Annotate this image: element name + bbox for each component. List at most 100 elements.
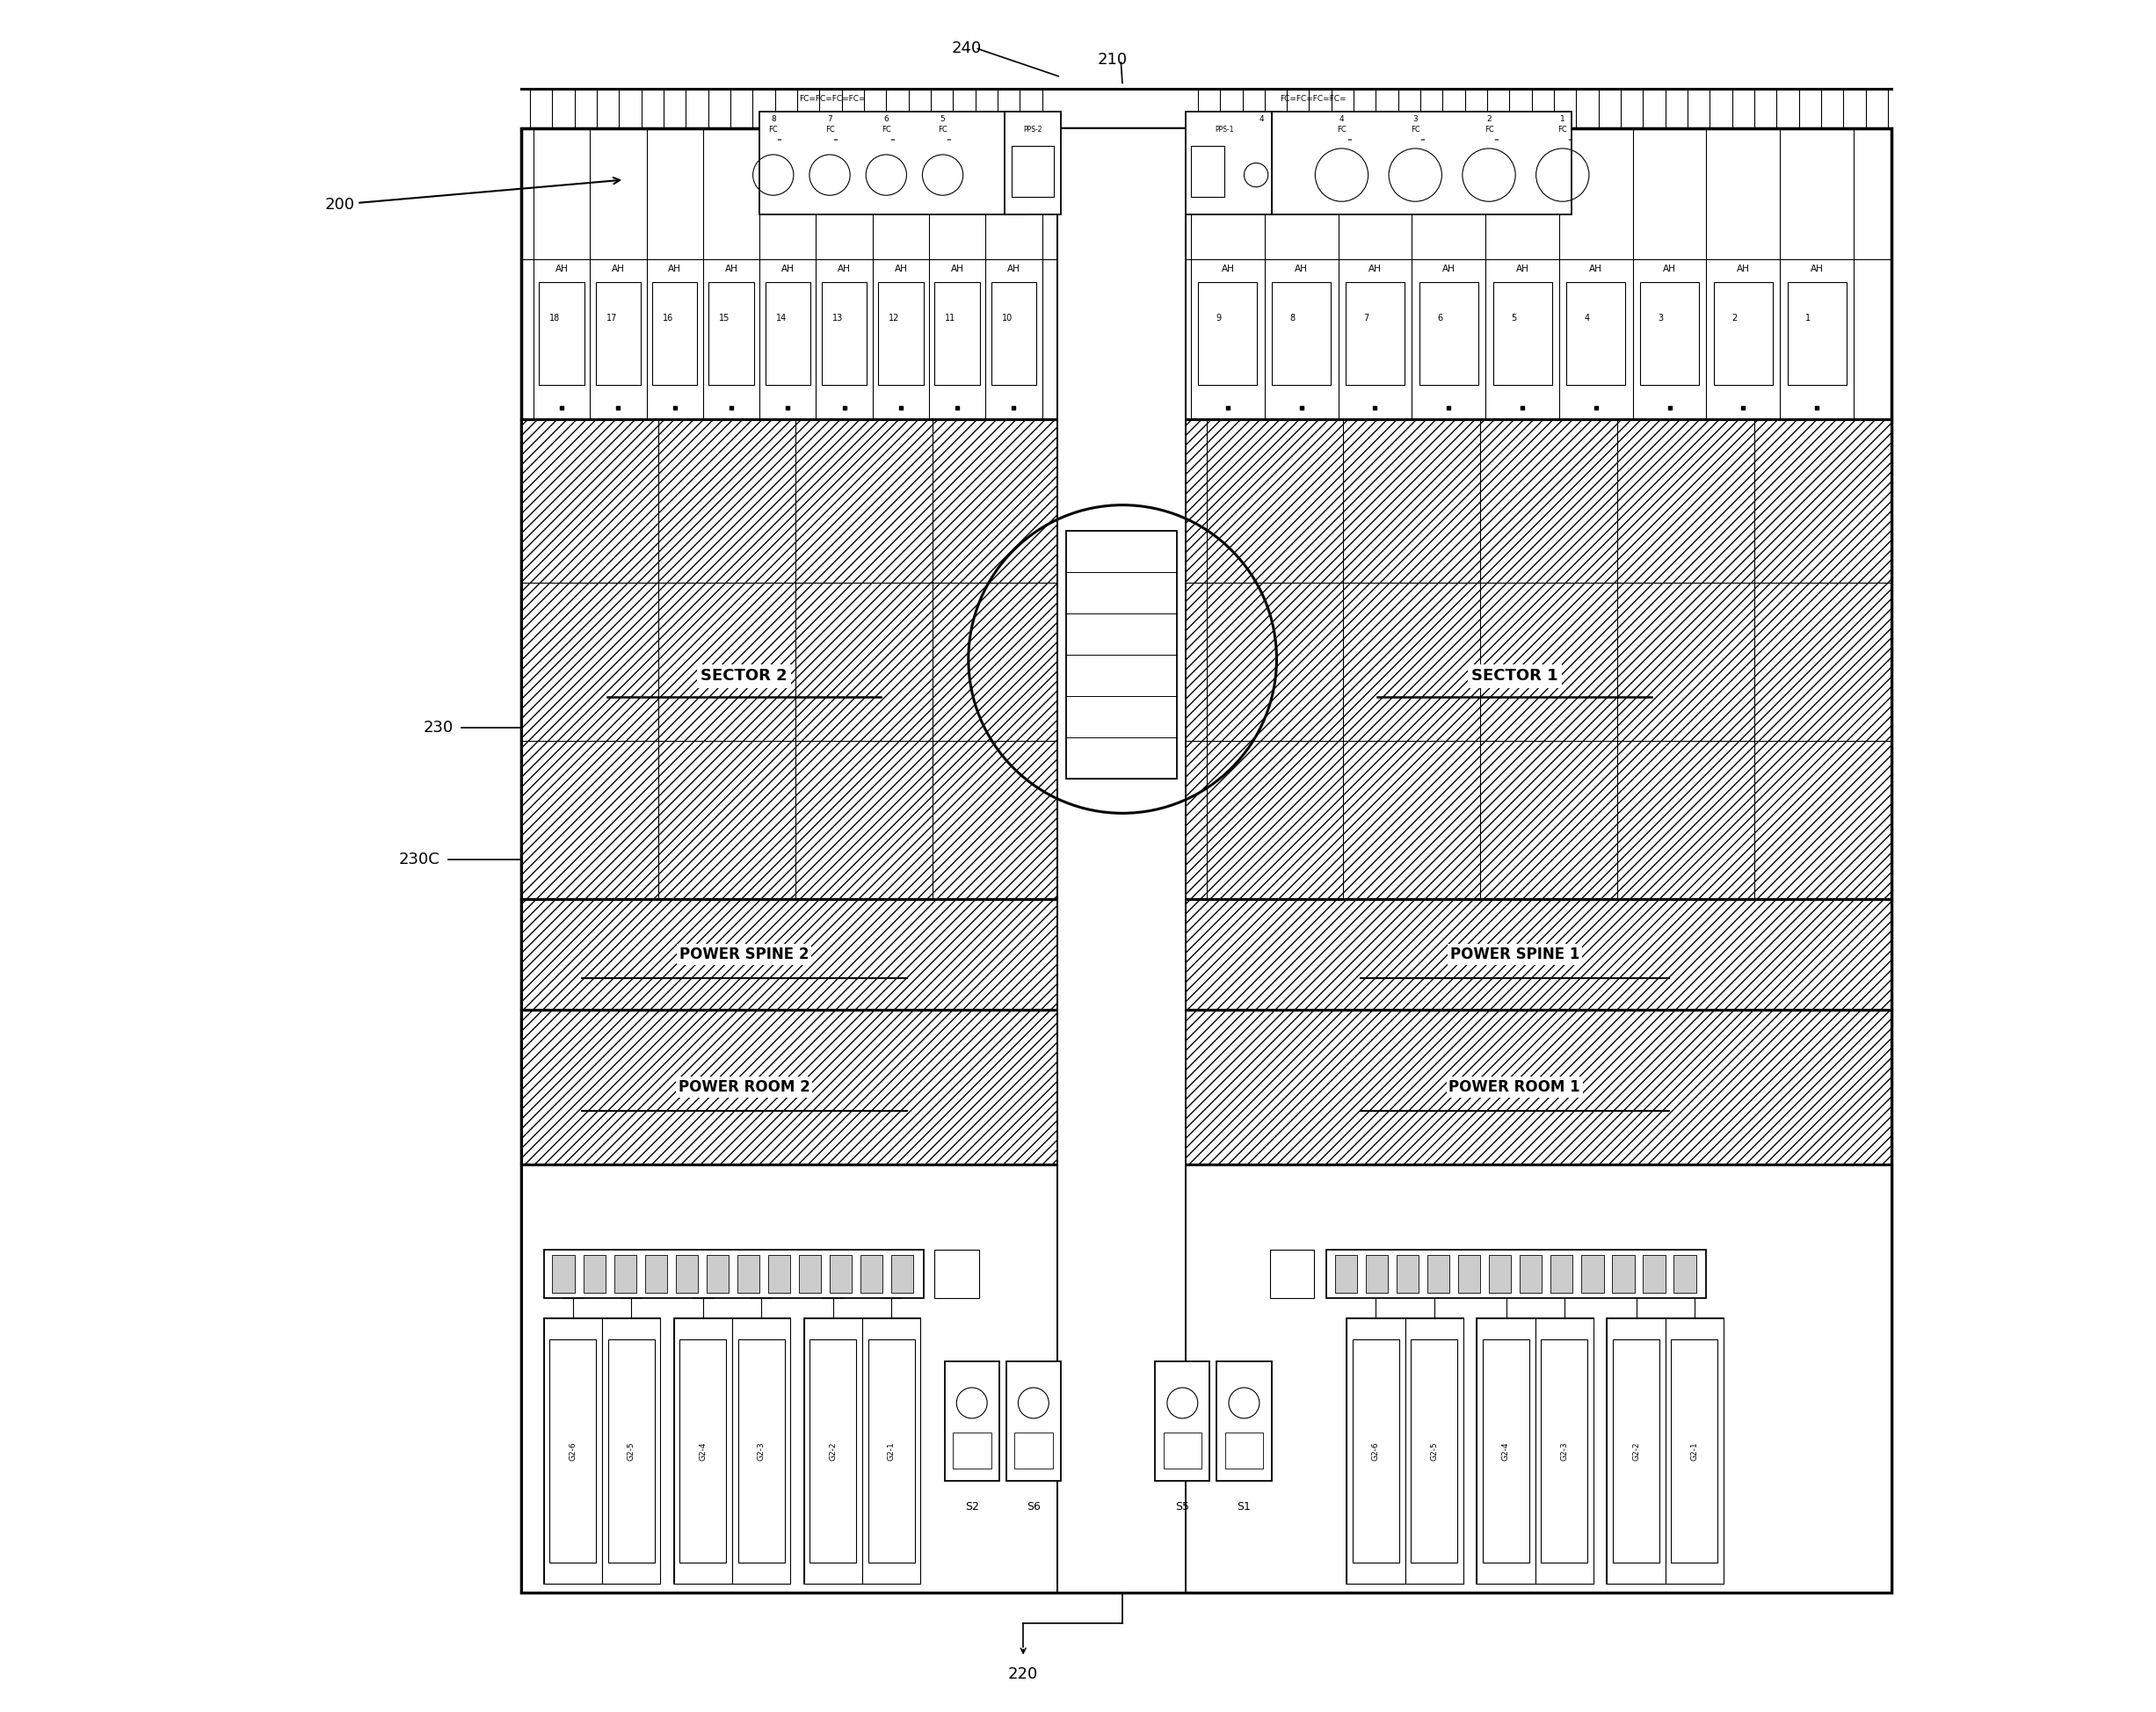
Bar (1641, 282, 1699, 385)
Text: G2-2: G2-2 (830, 1442, 837, 1460)
Bar (1065, 531, 1177, 779)
Text: FC: FC (1483, 125, 1494, 134)
Bar (1406, 1318, 1464, 1584)
Bar (608, 1339, 655, 1563)
Bar (522, 899, 1891, 1010)
Bar (614, 1255, 636, 1293)
Bar (1419, 282, 1479, 385)
Bar (679, 1339, 727, 1563)
Text: 6: 6 (1438, 313, 1442, 324)
Bar (1348, 1318, 1406, 1584)
Bar (1535, 1318, 1593, 1584)
Bar (804, 1318, 862, 1584)
Bar (944, 1361, 998, 1481)
Bar (1164, 1433, 1201, 1469)
Text: AH: AH (1811, 264, 1824, 274)
Text: 5: 5 (940, 115, 944, 123)
Text: AH: AH (724, 264, 737, 274)
Bar (675, 1255, 699, 1293)
Text: FC: FC (882, 125, 890, 134)
Bar (1345, 282, 1404, 385)
Text: 14: 14 (776, 313, 787, 324)
Bar (552, 1255, 576, 1293)
Text: FC=FC=FC=FC=: FC=FC=FC=FC= (800, 94, 867, 103)
Text: 8: 8 (770, 115, 776, 123)
Bar (1457, 1255, 1481, 1293)
Text: G2-2: G2-2 (1632, 1442, 1641, 1460)
Text: FC: FC (768, 125, 778, 134)
Bar (733, 1318, 791, 1584)
Bar (1477, 1318, 1535, 1584)
Bar (1225, 1433, 1263, 1469)
Text: 4: 4 (1585, 313, 1589, 324)
Bar (934, 1250, 979, 1298)
Text: AH: AH (1516, 264, 1529, 274)
Text: POWER SPINE 2: POWER SPINE 2 (679, 947, 808, 962)
Text: 8: 8 (1289, 313, 1296, 324)
Text: G2-3: G2-3 (1561, 1442, 1567, 1460)
Bar (936, 282, 979, 385)
Bar (1664, 1318, 1723, 1584)
Text: S2: S2 (966, 1501, 979, 1512)
Bar (675, 1318, 733, 1584)
Bar (1613, 1339, 1660, 1563)
Text: G2-4: G2-4 (699, 1442, 707, 1460)
Bar (1567, 282, 1626, 385)
Text: =: = (832, 137, 839, 142)
Bar (543, 1318, 602, 1584)
Text: 17: 17 (606, 313, 617, 324)
Text: POWER ROOM 2: POWER ROOM 2 (679, 1079, 811, 1096)
Bar (1580, 1255, 1604, 1293)
Text: 15: 15 (720, 313, 731, 324)
Bar (1270, 1250, 1315, 1298)
Text: G2-6: G2-6 (1371, 1442, 1380, 1460)
Text: 7: 7 (828, 115, 832, 123)
Bar (1671, 1339, 1718, 1563)
Text: 3: 3 (1412, 115, 1419, 123)
Bar (1190, 146, 1225, 197)
Bar (1613, 1255, 1634, 1293)
Bar (1352, 1339, 1399, 1563)
Text: 240: 240 (951, 39, 981, 56)
Bar (804, 1318, 921, 1584)
Bar (539, 282, 584, 385)
Bar (522, 419, 1891, 899)
Text: 1: 1 (1805, 313, 1811, 324)
Text: AH: AH (668, 264, 681, 274)
Text: 12: 12 (888, 313, 899, 324)
Text: POWER ROOM 1: POWER ROOM 1 (1449, 1079, 1580, 1096)
Bar (1272, 282, 1330, 385)
Text: AH: AH (556, 264, 569, 274)
Text: 9: 9 (1216, 313, 1222, 324)
Text: 230: 230 (423, 719, 453, 736)
Bar (1427, 1255, 1449, 1293)
Bar (707, 1255, 729, 1293)
Bar (737, 1339, 785, 1563)
Bar (860, 1255, 882, 1293)
Text: G2-4: G2-4 (1503, 1442, 1509, 1460)
Bar (992, 282, 1037, 385)
Text: 6: 6 (884, 115, 888, 123)
Bar (1272, 111, 1572, 214)
Text: =: = (1494, 137, 1498, 142)
Bar (1483, 1339, 1529, 1563)
Text: AH: AH (895, 264, 908, 274)
Text: G2-5: G2-5 (627, 1442, 636, 1460)
Text: AH: AH (1662, 264, 1675, 274)
Text: FC=FC=FC=FC=: FC=FC=FC=FC= (1281, 94, 1345, 103)
Bar (953, 1433, 992, 1469)
Text: AH: AH (1589, 264, 1602, 274)
Bar (522, 1010, 1891, 1164)
Text: AH: AH (839, 264, 852, 274)
Text: 7: 7 (1363, 313, 1369, 324)
Bar (1606, 1318, 1723, 1584)
Text: 230C: 230C (399, 851, 440, 868)
Bar (768, 1255, 791, 1293)
Text: 18: 18 (550, 313, 561, 324)
Bar (869, 1339, 914, 1563)
Text: S1: S1 (1238, 1501, 1250, 1512)
Text: AH: AH (1442, 264, 1455, 274)
Text: S6: S6 (1026, 1501, 1041, 1512)
Text: G2-1: G2-1 (888, 1442, 895, 1460)
Text: =: = (1421, 137, 1425, 142)
